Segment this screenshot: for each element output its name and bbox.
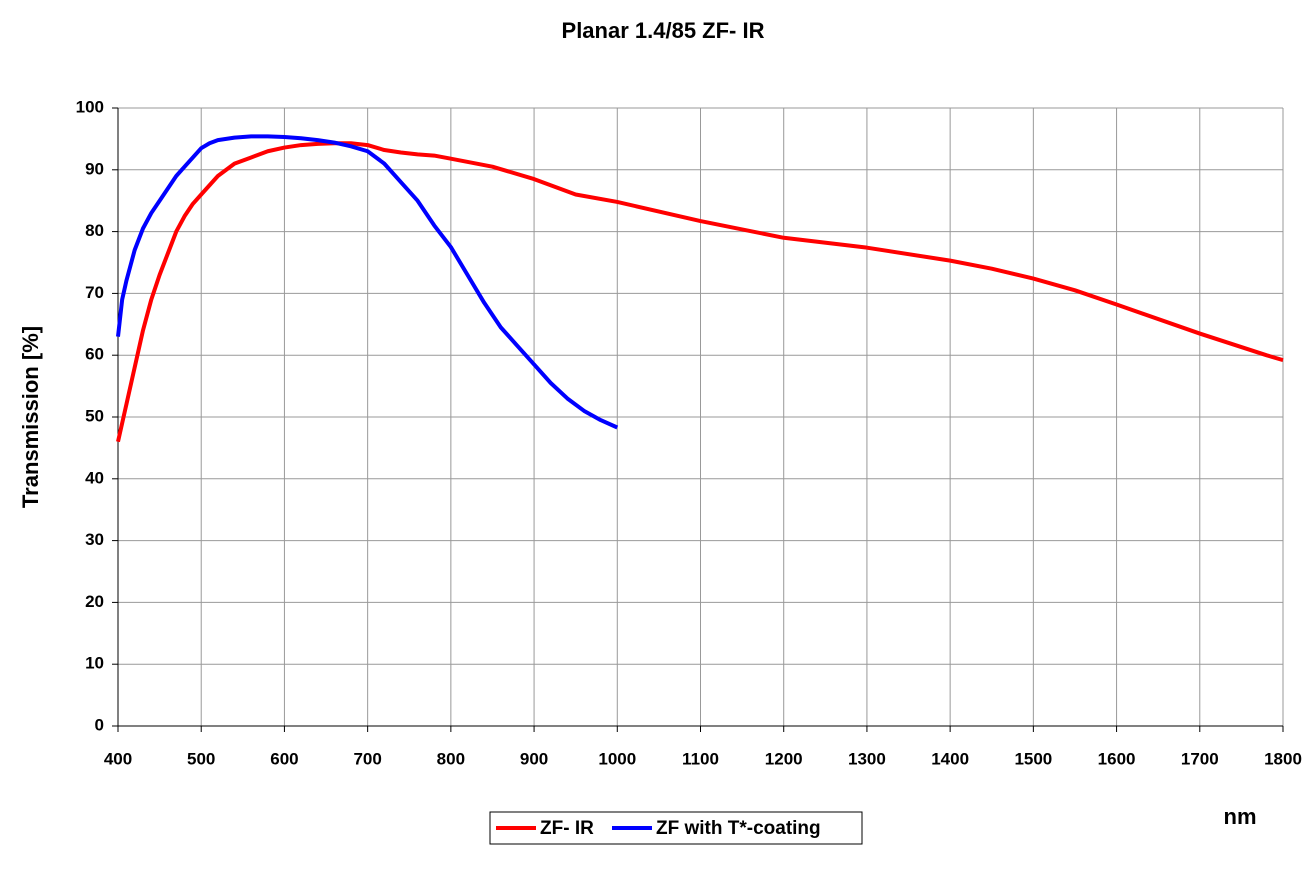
x-tick-label: 1600 <box>1098 749 1136 768</box>
x-tick-label: 1700 <box>1181 749 1219 768</box>
x-tick-label: 1800 <box>1264 749 1302 768</box>
x-tick-label: 700 <box>353 749 381 768</box>
x-tick-label: 1300 <box>848 749 886 768</box>
y-tick-label: 0 <box>95 715 104 734</box>
chart-title: Planar 1.4/85 ZF- IR <box>562 18 765 43</box>
y-tick-label: 50 <box>85 406 104 425</box>
x-tick-label: 1400 <box>931 749 969 768</box>
legend-label: ZF- IR <box>540 818 594 839</box>
x-tick-label: 1500 <box>1014 749 1052 768</box>
y-tick-label: 90 <box>85 159 104 178</box>
x-tick-label: 800 <box>437 749 465 768</box>
x-tick-label: 400 <box>104 749 132 768</box>
y-axis-label: Transmission [%] <box>18 326 43 508</box>
y-tick-label: 30 <box>85 530 104 549</box>
series-line <box>116 141 1284 443</box>
y-tick-label: 40 <box>85 468 104 487</box>
y-tick-label: 70 <box>85 283 104 302</box>
y-tick-label: 100 <box>76 97 104 116</box>
series-line <box>116 134 619 430</box>
legend-label: ZF with T*-coating <box>656 818 821 839</box>
y-tick-label: 60 <box>85 345 104 364</box>
y-tick-label: 80 <box>85 221 104 240</box>
x-tick-label: 1200 <box>765 749 803 768</box>
y-tick-label: 10 <box>85 654 104 673</box>
legend-box <box>489 811 863 845</box>
x-tick-label: 900 <box>520 749 548 768</box>
x-tick-label: 1100 <box>682 749 719 768</box>
y-tick-label: 20 <box>85 592 104 611</box>
x-tick-label: 600 <box>270 749 298 768</box>
x-axis-label: nm <box>1224 804 1257 829</box>
x-tick-label: 1000 <box>598 749 636 768</box>
x-tick-label: 500 <box>187 749 215 768</box>
